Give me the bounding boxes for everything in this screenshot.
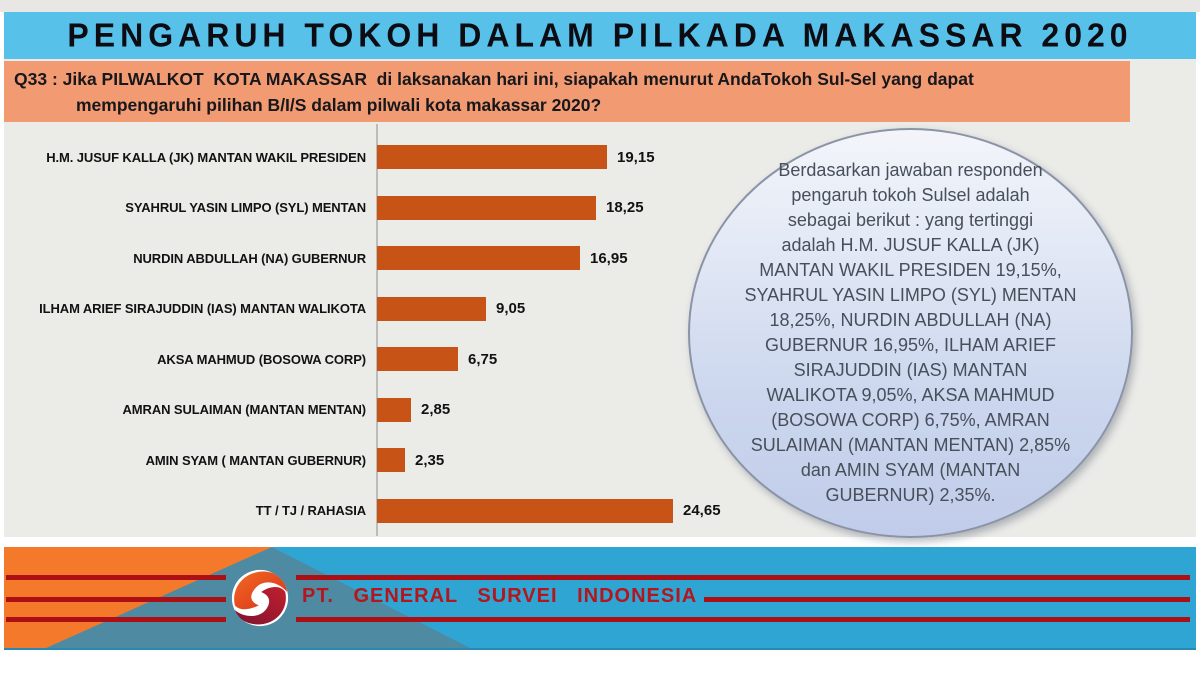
company-logo-icon [230, 568, 290, 628]
bar [377, 145, 607, 170]
question-banner: Q33 : Jika PILWALKOT KOTA MAKASSAR di la… [4, 61, 1130, 122]
chart-row: NURDIN ABDULLAH (NA) GUBERNUR 16,95 [4, 233, 784, 284]
bar [377, 347, 458, 372]
value-label: 9,05 [496, 300, 526, 318]
chart-row: AMRAN SULAIMAN (MANTAN MENTAN) 2,85 [4, 385, 784, 436]
bar [377, 397, 411, 422]
divider-line [296, 575, 1190, 580]
bar-chart: H.M. JUSUF KALLA (JK) MANTAN WAKIL PRESI… [4, 132, 784, 536]
divider-line [6, 597, 226, 602]
company-name: PT. GENERAL SURVEI INDONESIA [302, 585, 698, 607]
bar-track: 6,75 [377, 347, 498, 372]
bar-track: 2,35 [377, 448, 445, 473]
category-label: ILHAM ARIEF SIRAJUDDIN (IAS) MANTAN WALI… [39, 301, 366, 317]
divider-line [6, 617, 226, 622]
chart-row: AKSA MAHMUD (BOSOWA CORP) 6,75 [4, 334, 784, 385]
category-label: AMIN SYAM ( MANTAN GUBERNUR) [145, 452, 366, 468]
value-label: 16,95 [590, 249, 628, 267]
value-label: 24,65 [683, 502, 721, 520]
divider-line [6, 575, 226, 580]
bar-track: 18,25 [377, 195, 644, 220]
value-label: 6,75 [468, 350, 498, 368]
bar-track: 19,15 [377, 145, 655, 170]
question-line-2: mempengaruhi pilihan B/I/S dalam pilwali… [76, 95, 602, 115]
chart-row: H.M. JUSUF KALLA (JK) MANTAN WAKIL PRESI… [4, 132, 784, 183]
bar-track: 16,95 [377, 246, 628, 271]
category-label: TT / TJ / RAHASIA [255, 503, 366, 519]
bar [377, 448, 405, 473]
callout-text: Berdasarkan jawaban responden pengaruh t… [744, 160, 1077, 505]
footer-band: PT. GENERAL SURVEI INDONESIA [4, 547, 1196, 650]
bar-track: 2,85 [377, 397, 451, 422]
bar-track: 24,65 [377, 498, 721, 523]
chart-axis-line [376, 124, 378, 536]
category-label: SYAHRUL YASIN LIMPO (SYL) MENTAN [125, 200, 366, 216]
callout-oval: Berdasarkan jawaban responden pengaruh t… [688, 128, 1133, 538]
bar [377, 195, 596, 220]
value-label: 2,35 [415, 451, 445, 469]
category-label: AKSA MAHMUD (BOSOWA CORP) [157, 351, 366, 367]
category-label: H.M. JUSUF KALLA (JK) MANTAN WAKIL PRESI… [46, 149, 366, 165]
chart-row: ILHAM ARIEF SIRAJUDDIN (IAS) MANTAN WALI… [4, 284, 784, 335]
category-label: AMRAN SULAIMAN (MANTAN MENTAN) [122, 402, 367, 418]
question-line-1: Q33 : Jika PILWALKOT KOTA MAKASSAR di la… [14, 69, 974, 89]
title-band: PENGARUH TOKOH DALAM PILKADA MAKASSAR 20… [4, 12, 1196, 59]
chart-row: TT / TJ / RAHASIA 24,65 [4, 486, 784, 537]
divider-line [704, 597, 1190, 602]
slide-title: PENGARUH TOKOH DALAM PILKADA MAKASSAR 20… [67, 16, 1133, 54]
top-margin-strip [0, 0, 1200, 12]
value-label: 2,85 [421, 401, 451, 419]
value-label: 19,15 [617, 148, 655, 166]
divider-line [296, 617, 1190, 622]
bar [377, 246, 580, 271]
bar [377, 498, 673, 523]
chart-row: SYAHRUL YASIN LIMPO (SYL) MENTAN 18,25 [4, 183, 784, 234]
category-label: NURDIN ABDULLAH (NA) GUBERNUR [133, 250, 366, 266]
bar [377, 296, 486, 321]
bar-track: 9,05 [377, 296, 526, 321]
chart-row: AMIN SYAM ( MANTAN GUBERNUR) 2,35 [4, 435, 784, 486]
value-label: 18,25 [606, 199, 644, 217]
